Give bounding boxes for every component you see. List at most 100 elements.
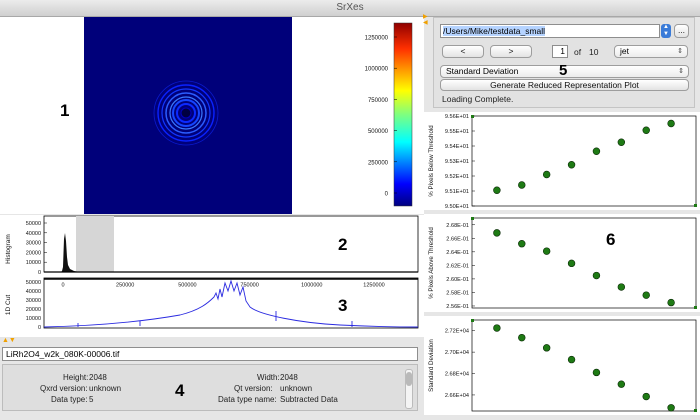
scatter-point[interactable] <box>592 368 601 377</box>
measure-value: Standard Deviation <box>446 66 519 76</box>
region-label-5: 5 <box>559 62 568 79</box>
cut-y-tick-label: 10000 <box>26 316 41 322</box>
cut-y-tick-label: 50000 <box>26 280 41 286</box>
scatter-y-tick-label: 9.52E+01 <box>445 174 469 180</box>
scatter-point[interactable] <box>642 126 650 134</box>
filename-text: LiRh2O4_w2k_080K-00006.tif <box>6 349 120 359</box>
scatter-ylabel: % Pixels Above Threshold <box>428 227 435 299</box>
info-scrollbar-thumb[interactable] <box>406 372 412 386</box>
scatter-y-tick-label: 9.51E+01 <box>445 189 469 195</box>
scatter-y-tick-label: 2.72E+04 <box>445 329 469 335</box>
cut-x-tick-label: 750000 <box>240 283 258 289</box>
qxrd-value: unknown <box>89 384 122 393</box>
histogram-plot[interactable]: Histogram 50000 40000 30000 20000 10000 0 <box>0 215 424 277</box>
scatter-point[interactable] <box>667 404 675 412</box>
page-input[interactable]: 1 <box>552 45 568 58</box>
scatter-y-tick-label: 2.66E-01 <box>446 236 469 242</box>
cut-x-tick-label: 250000 <box>116 283 134 289</box>
plot-frame <box>471 115 697 207</box>
height-value: 2048 <box>89 373 107 382</box>
scatter-y-tick-label: 2.62E-01 <box>446 263 469 269</box>
status-text: Loading Complete. <box>442 94 514 104</box>
corner-marker <box>694 409 697 412</box>
region-label-6: 6 <box>606 230 616 249</box>
scatter-ylabel: % Pixels Below Threshold <box>428 125 435 197</box>
path-dropdown-button[interactable]: ▲ ▼ <box>661 24 671 38</box>
scatter-plot-std-dev[interactable]: Standard Deviation 2.72E+04 2.70E+04 2.68E+… <box>424 316 700 415</box>
scatter-point[interactable] <box>567 161 576 169</box>
dtypename-value: Subtracted Data <box>280 395 338 404</box>
image-panel: 1 1250000 1000000 750000 50 <box>0 17 424 214</box>
region-label-3: 3 <box>338 296 348 315</box>
diffraction-rings <box>153 80 219 146</box>
scatter-point[interactable] <box>642 291 650 299</box>
scatter-y-tick-label: 2.68E+04 <box>445 372 469 378</box>
scatter-panel-2: % Pixels Above Threshold 2.68E-01 2.66E-01… <box>424 214 700 312</box>
scatter-panel-1: % Pixels Below Threshold 9.56E+01 9.55E+01… <box>424 112 700 210</box>
height-label: Height: <box>63 373 89 382</box>
controls-panel: /Users/Mike/testdata_small ▲ ▼ ... < > 1 … <box>433 17 695 108</box>
scatter-plot-pixels-below[interactable]: % Pixels Below Threshold 9.56E+01 9.55E+01… <box>424 112 700 210</box>
scatter-point[interactable] <box>493 186 501 194</box>
scatter-point[interactable] <box>617 283 626 291</box>
generate-plot-button[interactable]: Generate Reduced Representation Plot <box>440 79 689 91</box>
cut-line <box>43 279 419 328</box>
cut-y-tick-label: 30000 <box>26 298 41 304</box>
histogram-ylabel: Histogram <box>5 234 12 264</box>
next-button[interactable]: > <box>490 45 532 58</box>
corner-marker <box>694 204 697 207</box>
page-of-label: of <box>574 47 582 57</box>
region-label-2: 2 <box>338 235 348 254</box>
region-label-1: 1 <box>60 101 70 120</box>
info-scrollbar[interactable] <box>405 369 413 409</box>
width-value: 2048 <box>280 373 298 382</box>
scatter-point[interactable] <box>493 229 501 237</box>
path-text: /Users/Mike/testdata_small <box>443 26 546 36</box>
scatter-y-tick-label: 9.56E+01 <box>445 114 469 120</box>
colorbar-tick-label: 500000 <box>368 129 389 135</box>
histogram-bars <box>61 233 80 272</box>
corner-marker <box>471 217 474 220</box>
corner-marker <box>471 319 474 322</box>
scatter-y-tick-label: 9.55E+01 <box>445 129 469 135</box>
prev-button[interactable]: < <box>442 45 484 58</box>
scatter-point[interactable] <box>567 355 576 364</box>
scatter-y-tick-label: 2.58E-01 <box>446 290 469 296</box>
path-field[interactable]: /Users/Mike/testdata_small <box>440 24 660 38</box>
scatter-point[interactable] <box>542 170 551 179</box>
detector-image[interactable] <box>84 17 292 214</box>
colorbar-tick-label: 1250000 <box>365 36 389 42</box>
histogram-y-tick-label: 0 <box>38 270 41 276</box>
scatter-point[interactable] <box>617 138 626 146</box>
scatter-point[interactable] <box>518 333 526 342</box>
scatter-point[interactable] <box>667 119 675 128</box>
splitter-handle[interactable]: ▲▼ <box>2 337 16 344</box>
scatter-plot-pixels-above[interactable]: % Pixels Above Threshold 2.68E-01 2.66E-01… <box>424 214 700 312</box>
scatter-point[interactable] <box>542 344 551 352</box>
histogram-y-tick-label: 10000 <box>26 260 41 266</box>
measure-select[interactable]: Standard Deviation ⇕ <box>440 65 689 78</box>
corner-marker <box>694 306 697 309</box>
scatter-point[interactable] <box>592 147 601 155</box>
scatter-point[interactable] <box>542 247 551 255</box>
colormap-select[interactable]: jet ⇕ <box>614 45 688 58</box>
qxrd-label: Qxrd version: <box>40 384 88 393</box>
scatter-point[interactable] <box>667 298 675 307</box>
scatter-point[interactable] <box>567 259 576 268</box>
cut-x-tick-label: 1000000 <box>301 283 322 289</box>
qt-label: Qt version: <box>234 384 273 393</box>
scatter-point[interactable] <box>617 380 626 388</box>
browse-button[interactable]: ... <box>674 24 689 38</box>
scatter-point[interactable] <box>518 240 526 248</box>
vsplitter-handle[interactable]: ▶ ◀ <box>423 14 428 26</box>
updown-arrows-icon: ⇕ <box>678 68 684 75</box>
filename-field: LiRh2O4_w2k_080K-00006.tif <box>2 347 418 361</box>
scatter-point[interactable] <box>518 181 526 189</box>
scatter-point[interactable] <box>493 324 501 332</box>
title-bar: SrXes <box>0 0 700 17</box>
scatter-point[interactable] <box>592 271 601 280</box>
cut-ylabel: 1D Cut <box>5 295 12 315</box>
colorbar-tick-label: 250000 <box>368 160 389 166</box>
scatter-point[interactable] <box>642 392 650 401</box>
